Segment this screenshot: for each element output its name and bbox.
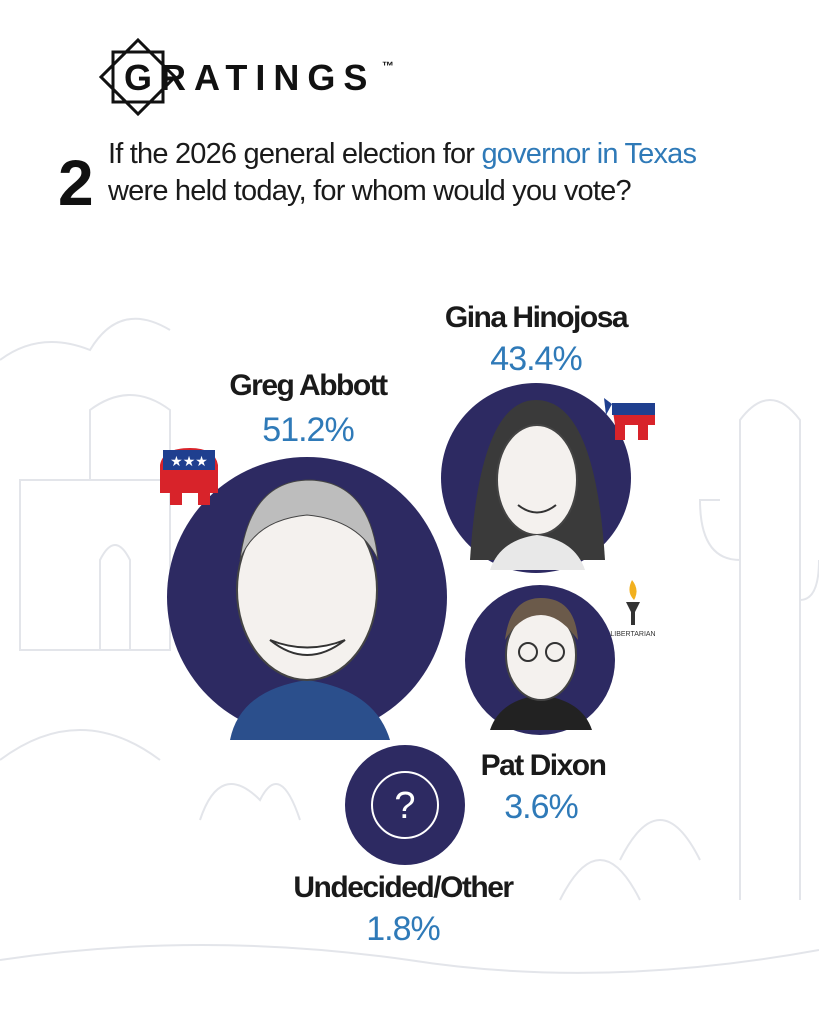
- trademark: ™: [382, 59, 394, 73]
- candidate-share: 51.2%: [262, 411, 354, 449]
- candidate-share: 43.4%: [490, 340, 582, 378]
- background-sketch: [0, 317, 819, 974]
- question-number: 2: [58, 147, 92, 219]
- candidate-name: Gina Hinojosa: [445, 301, 629, 334]
- question-mark: ?: [394, 785, 415, 827]
- portrait-sketch: [230, 479, 390, 740]
- democratic-icon: [604, 398, 655, 440]
- question-text: If the 2026 general election for: [108, 138, 481, 170]
- question-line-2: were held today, for whom would you vote…: [107, 175, 631, 207]
- question-ring: [371, 771, 439, 839]
- logo: GRATINGS ™: [98, 37, 394, 117]
- logo-text: GRATINGS: [124, 57, 375, 98]
- logo-square: [111, 50, 165, 104]
- candidate-name: Pat Dixon: [481, 749, 606, 782]
- portrait-sketch: [470, 400, 605, 570]
- candidate-share: 3.6%: [504, 788, 578, 826]
- libertarian-icon: LIBERTARIAN: [610, 580, 656, 638]
- candidate-share: 1.8%: [366, 910, 440, 948]
- undecided-circle: [345, 745, 465, 865]
- candidate-name: Greg Abbott: [229, 369, 388, 402]
- portrait-sketch: [490, 598, 592, 730]
- question-line-1: If the 2026 general election for governo…: [108, 138, 697, 170]
- question-highlight: governor in Texas: [481, 138, 696, 170]
- svg-text:★★★: ★★★: [170, 453, 208, 469]
- party-label: LIBERTARIAN: [610, 631, 655, 638]
- candidate-name: Undecided/Other: [293, 871, 514, 904]
- republican-icon: ★★★: [160, 448, 218, 505]
